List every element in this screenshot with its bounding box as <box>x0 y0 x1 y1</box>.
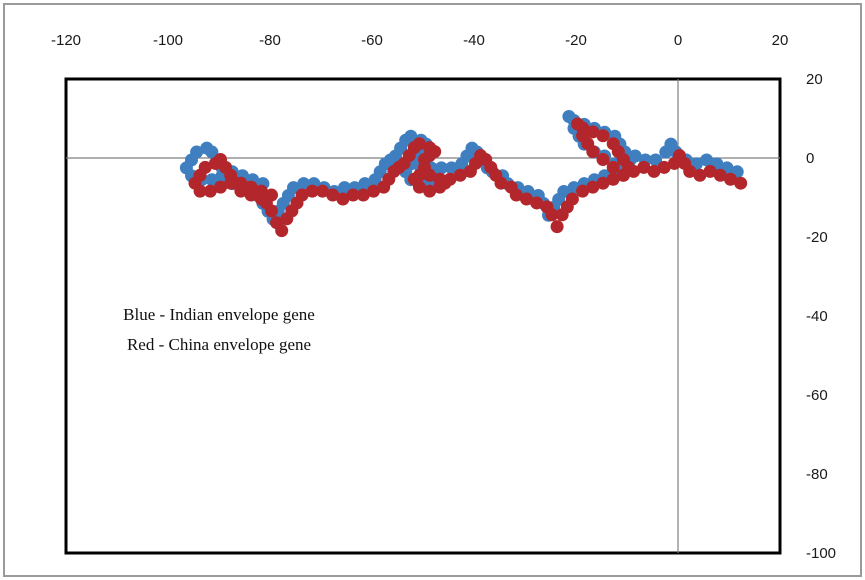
legend-line-blue: Blue - Indian envelope gene <box>123 305 315 324</box>
data-point <box>356 188 370 202</box>
data-point <box>234 176 248 190</box>
y-tick-label: -40 <box>806 308 828 325</box>
data-point <box>358 177 372 191</box>
y-tick-label: -100 <box>806 545 836 562</box>
data-point <box>377 180 391 194</box>
data-point <box>596 129 610 143</box>
data-point <box>550 220 564 234</box>
data-point <box>596 153 610 166</box>
data-point <box>254 184 268 198</box>
series-layer <box>179 110 748 238</box>
data-point <box>305 184 319 198</box>
data-point <box>659 145 673 159</box>
data-point <box>338 181 351 195</box>
data-point <box>596 176 610 190</box>
data-point <box>734 176 748 190</box>
legend-line-red: Red - China envelope gene <box>127 335 311 354</box>
data-point <box>412 180 426 194</box>
data-point <box>205 173 219 187</box>
series-red <box>188 117 748 238</box>
data-point <box>224 176 238 190</box>
data-point <box>586 180 600 194</box>
data-point <box>214 180 227 194</box>
legend-note: Blue - Indian envelope gene Red - China … <box>123 305 315 354</box>
data-point <box>606 160 620 174</box>
data-point <box>576 121 590 135</box>
data-point <box>703 164 717 178</box>
x-tick-label: 0 <box>674 32 682 49</box>
data-point <box>265 188 278 202</box>
data-point <box>203 184 217 198</box>
data-point <box>520 192 533 206</box>
data-point <box>667 156 681 170</box>
data-point <box>423 184 437 198</box>
data-point <box>724 172 737 186</box>
data-point <box>463 164 477 178</box>
chart-outer-border <box>3 3 862 577</box>
data-point <box>657 160 671 174</box>
data-point <box>606 172 620 186</box>
data-point <box>280 212 294 226</box>
data-point <box>713 168 727 182</box>
data-point <box>530 196 544 210</box>
x-tick-label: -120 <box>51 32 81 49</box>
y-tick-label: -20 <box>806 229 828 246</box>
y-tick-labels: 20 0 -20 -40 -60 -80 -100 <box>806 71 836 562</box>
data-point <box>200 141 214 155</box>
x-tick-label: -60 <box>361 32 383 49</box>
data-point <box>504 180 518 194</box>
data-point <box>453 168 467 182</box>
data-point <box>445 161 459 175</box>
data-point <box>616 168 630 182</box>
data-point <box>555 208 569 222</box>
data-point <box>270 216 284 230</box>
data-point <box>693 168 707 182</box>
data-point <box>208 156 222 170</box>
data-point <box>540 200 554 214</box>
data-point <box>586 125 600 139</box>
data-point <box>647 164 661 178</box>
y-tick-label: 0 <box>806 150 814 167</box>
x-tick-label: -80 <box>259 32 281 49</box>
y-tick-label: 20 <box>806 71 823 88</box>
data-point <box>336 192 350 206</box>
y-tick-label: -60 <box>806 387 828 404</box>
data-point <box>700 153 714 167</box>
data-point <box>455 157 469 171</box>
data-point <box>649 153 663 167</box>
data-point <box>367 184 380 198</box>
x-tick-label: -100 <box>153 32 183 49</box>
data-point <box>637 160 651 174</box>
data-point <box>346 188 360 202</box>
data-point <box>423 141 437 155</box>
data-point <box>326 188 340 202</box>
y-tick-label: -80 <box>806 466 828 483</box>
x-tick-labels: -120 -100 -80 -60 -40 -20 0 20 <box>51 32 788 49</box>
data-point <box>368 173 382 187</box>
x-tick-label: -20 <box>565 32 587 49</box>
x-tick-label: -40 <box>463 32 485 49</box>
data-point <box>433 172 447 186</box>
data-point <box>316 184 329 198</box>
data-point <box>193 184 207 198</box>
data-point <box>576 184 590 198</box>
x-tick-label: 20 <box>772 32 789 49</box>
data-point <box>244 180 258 194</box>
data-point <box>297 177 311 191</box>
